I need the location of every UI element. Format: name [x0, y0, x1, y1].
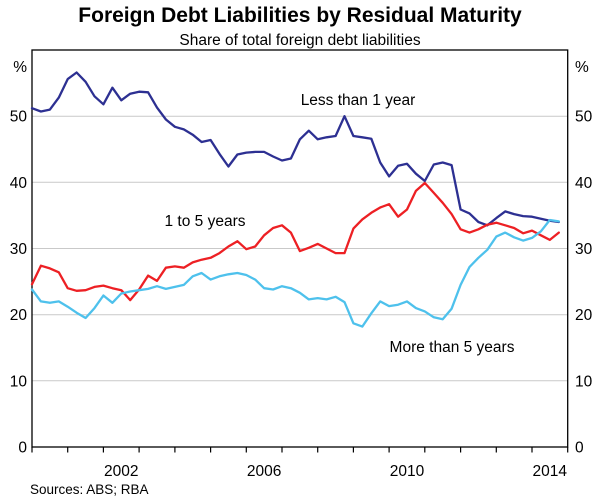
series-lines	[30, 71, 560, 328]
y-label-right-0: 0	[575, 440, 584, 457]
y-label-right-40: 40	[575, 175, 593, 192]
series-line-more-than-5-years	[30, 218, 560, 328]
plot-frame	[31, 49, 569, 448]
y-label-right-10: 10	[575, 373, 593, 390]
y-label-left-40: 40	[10, 175, 28, 192]
y-axis-labels-right: 0 10 20 30 40 50	[575, 109, 593, 457]
x-label-2014: 2014	[533, 463, 568, 480]
y-label-left-20: 20	[10, 307, 28, 324]
y-axis-unit-right: %	[575, 59, 589, 76]
x-axis-ticks	[31, 447, 569, 453]
x-axis-labels: 2002 2006 2010 2014	[104, 463, 567, 480]
y-label-left-50: 50	[10, 109, 28, 126]
y-label-left-0: 0	[18, 440, 27, 457]
series-line-1-to-5-years	[30, 181, 560, 302]
y-label-right-30: 30	[575, 241, 593, 258]
chart-subtitle: Share of total foreign debt liabilities	[179, 32, 421, 49]
y-label-left-30: 30	[10, 241, 28, 258]
series-label-1-to-5-years: 1 to 5 years	[165, 213, 246, 230]
y-label-right-20: 20	[575, 307, 593, 324]
x-label-2002: 2002	[104, 463, 138, 480]
series-label-more-than-5-years: More than 5 years	[390, 339, 515, 356]
x-label-2010: 2010	[390, 463, 425, 480]
series-line-less-than-1-year	[30, 71, 560, 227]
chart-title: Foreign Debt Liabilities by Residual Mat…	[78, 4, 522, 27]
x-label-2006: 2006	[247, 463, 281, 480]
y-label-right-50: 50	[575, 109, 593, 126]
y-label-left-10: 10	[10, 373, 28, 390]
series-label-less-than-1-year: Less than 1 year	[301, 92, 416, 109]
source-note: Sources: ABS; RBA	[30, 482, 149, 497]
y-axis-unit-left: %	[13, 59, 27, 76]
y-axis-labels-left: 0 10 20 30 40 50	[10, 109, 28, 457]
series-labels: Less than 1 year 1 to 5 years More than …	[165, 92, 515, 356]
